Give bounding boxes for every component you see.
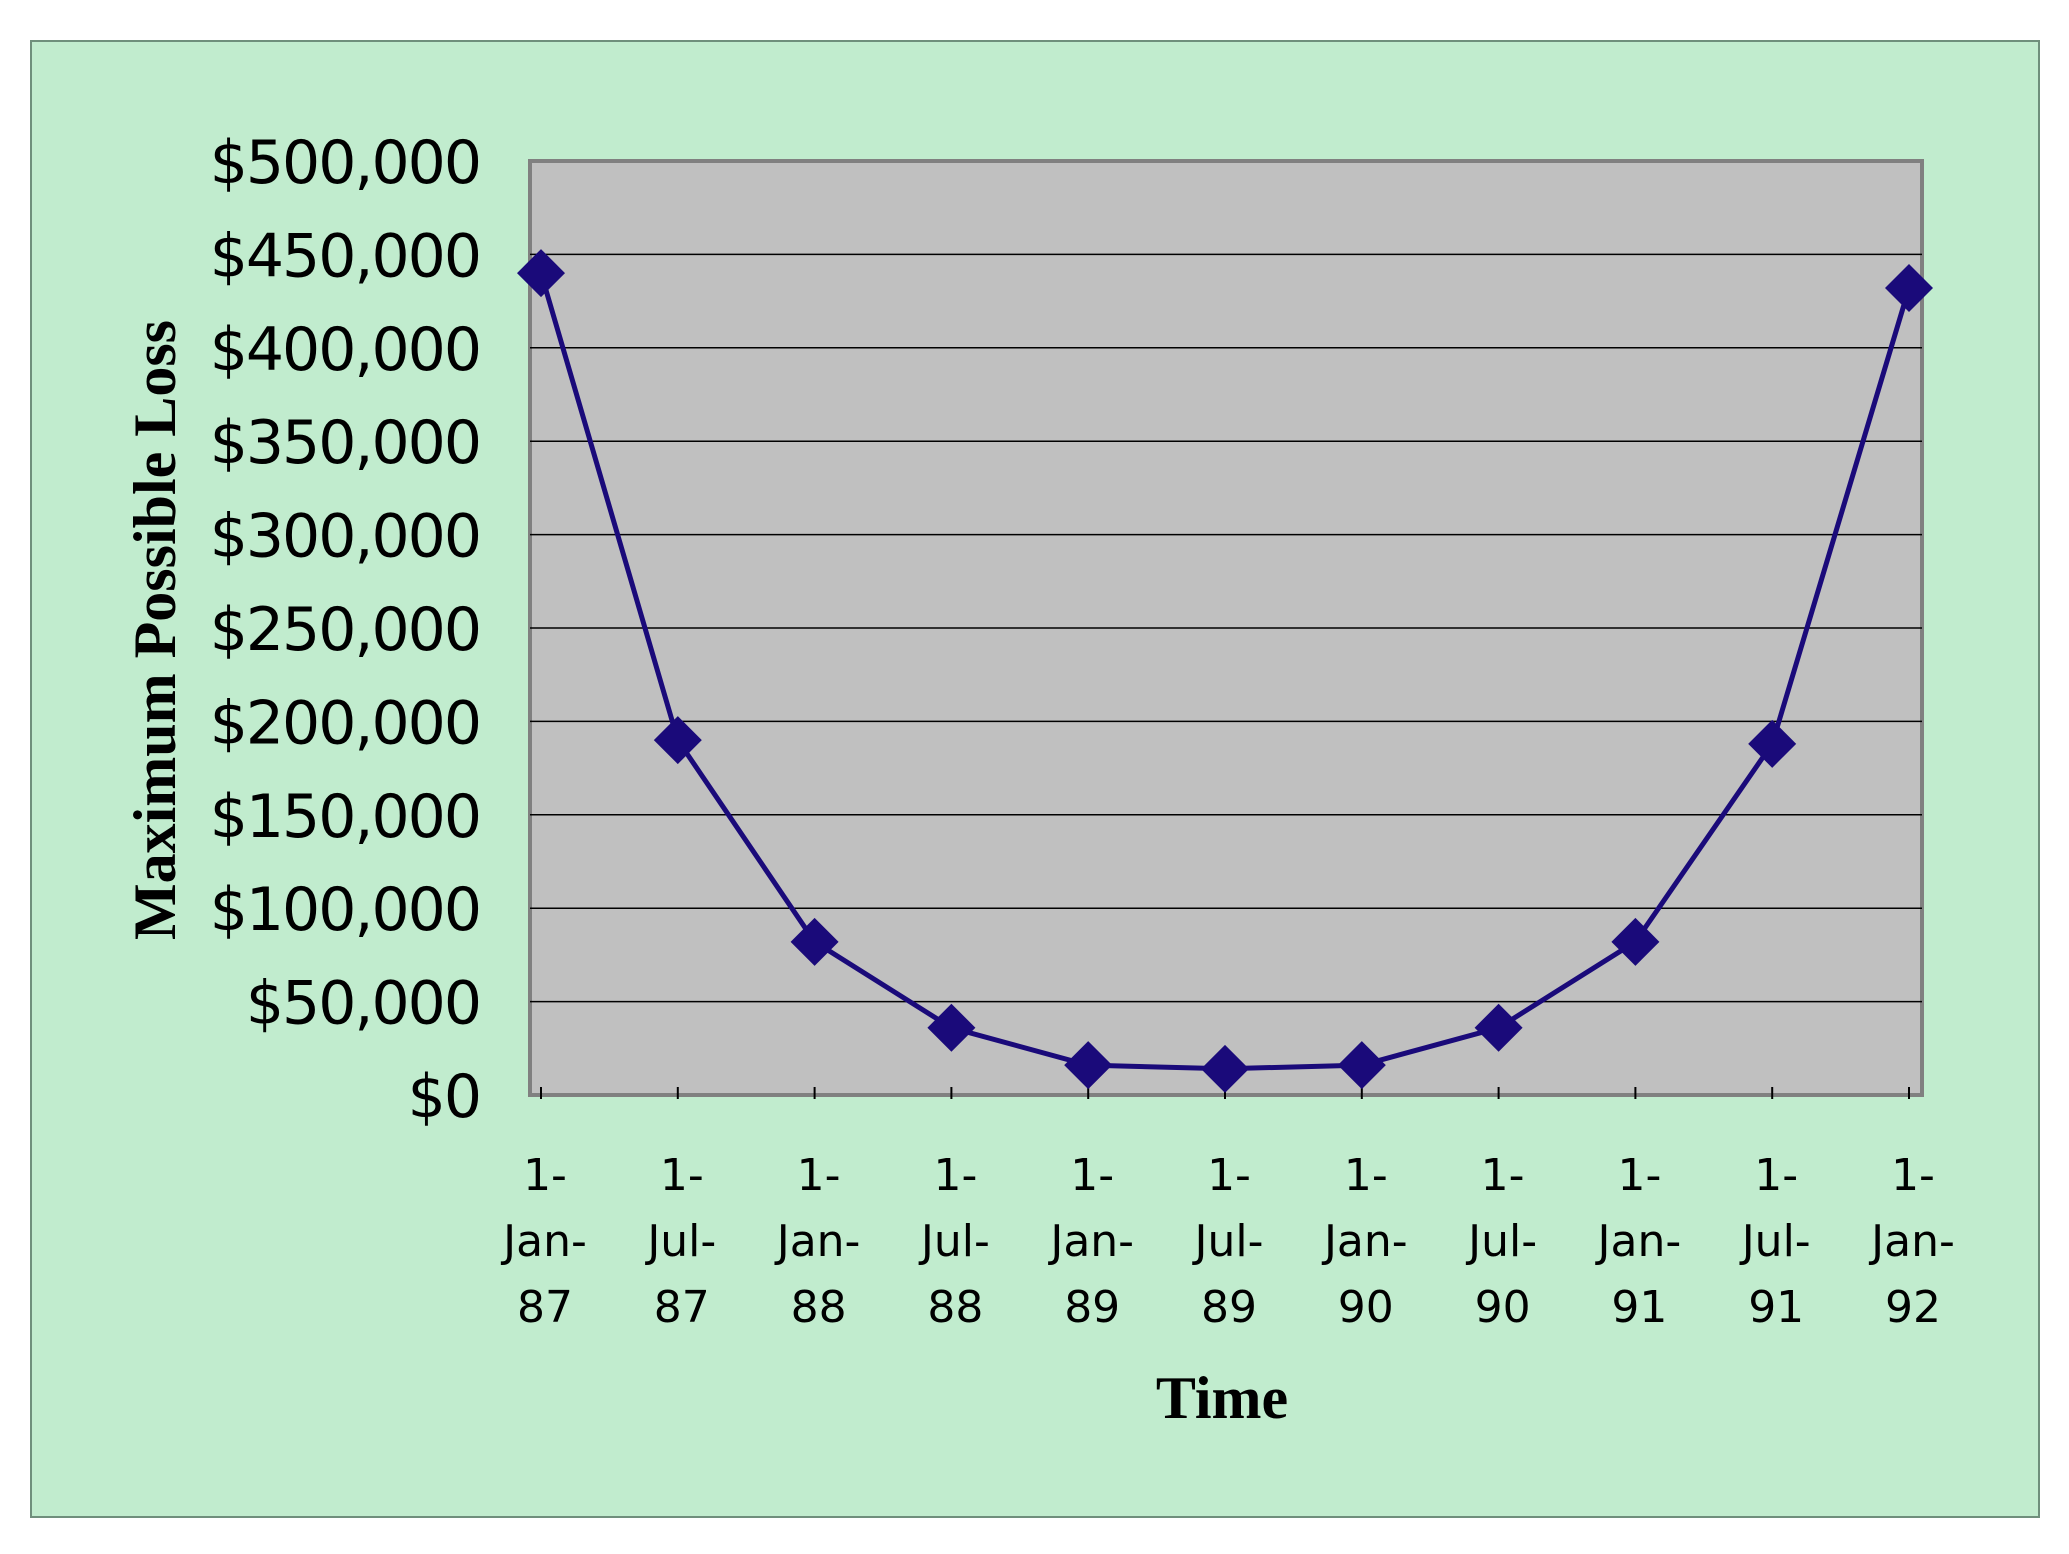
x-tick-label: 1- [523,1150,567,1201]
y-tick-label: $400,000 [210,315,480,385]
data-point [1201,1044,1249,1093]
x-tick-label: 1- [1754,1150,1798,1201]
y-axis-tick-labels: $0 $50,000 $100,000 $150,000 $200,000 $250,00… [210,128,482,1132]
x-tick-label: 92 [1885,1282,1941,1333]
x-tick-label: 88 [927,1282,983,1333]
data-point [1611,917,1660,966]
data-point [790,917,839,966]
x-tick-label: Jan- [500,1216,587,1267]
x-tick-label: 90 [1338,1282,1394,1333]
x-tick-label: 1- [1070,1150,1114,1201]
x-tick-label: Jan- [1321,1216,1408,1267]
x-tick-label: 1- [660,1150,704,1201]
x-tick-label: 88 [791,1282,847,1333]
y-tick-label: $500,000 [210,128,480,198]
data-point [1885,264,1933,313]
x-tick-label: 87 [517,1282,573,1333]
x-axis-tick-labels: 1- Jan- 87 1- Jul- 87 1- Jan- 88 1- Jul- 88 1- Jan- 89… [500,1150,1955,1333]
grid-lines [530,253,1922,1003]
x-axis-title: Time [1156,1365,1288,1431]
x-tick-label: Jan- [774,1216,861,1267]
y-tick-label: $450,000 [210,221,480,291]
x-tick-label: Jul- [1465,1216,1537,1267]
x-tick-label: Jul- [644,1216,716,1267]
x-tick-label: Jul- [1192,1216,1264,1267]
y-axis-title: Maximum Possible Loss [122,320,188,940]
data-point [517,249,565,298]
x-tick-label: 89 [1201,1282,1257,1333]
data-point [927,1003,976,1052]
y-tick-label: $350,000 [210,408,480,478]
x-tick-label: 90 [1475,1282,1531,1333]
y-tick-label: $200,000 [210,688,480,758]
data-point [1474,1003,1523,1052]
x-tick-label: 1- [933,1150,977,1201]
x-tick-label: Jul- [918,1216,990,1267]
x-tick-label: 1- [1207,1150,1251,1201]
y-tick-label: $100,000 [210,875,480,945]
data-point [653,716,702,765]
x-tick-label: 1- [1344,1150,1388,1201]
x-tick-label: Jan- [1047,1216,1134,1267]
y-tick-label: $300,000 [210,502,480,572]
x-tick-label: 87 [654,1282,710,1333]
x-tick-label: 91 [1611,1282,1667,1333]
data-point [1337,1041,1386,1090]
y-tick-label: $0 [408,1062,480,1132]
y-tick-label: $250,000 [210,595,480,665]
x-tick-label: 1- [1617,1150,1661,1201]
x-tick-label: 89 [1064,1282,1120,1333]
x-tick-label: 1- [1891,1150,1935,1201]
data-markers [517,249,1933,1093]
data-point [1748,719,1797,768]
y-tick-label: $50,000 [246,969,480,1039]
x-tick-label: 91 [1748,1282,1804,1333]
y-tick-label: $150,000 [210,782,480,852]
x-tick-label: Jul- [1739,1216,1811,1267]
x-tick-label: 1- [1481,1150,1525,1201]
x-tick-label: 1- [797,1150,841,1201]
x-tick-label: Jan- [1868,1216,1955,1267]
x-tick-label: Jan- [1595,1216,1682,1267]
data-point [1064,1041,1113,1090]
